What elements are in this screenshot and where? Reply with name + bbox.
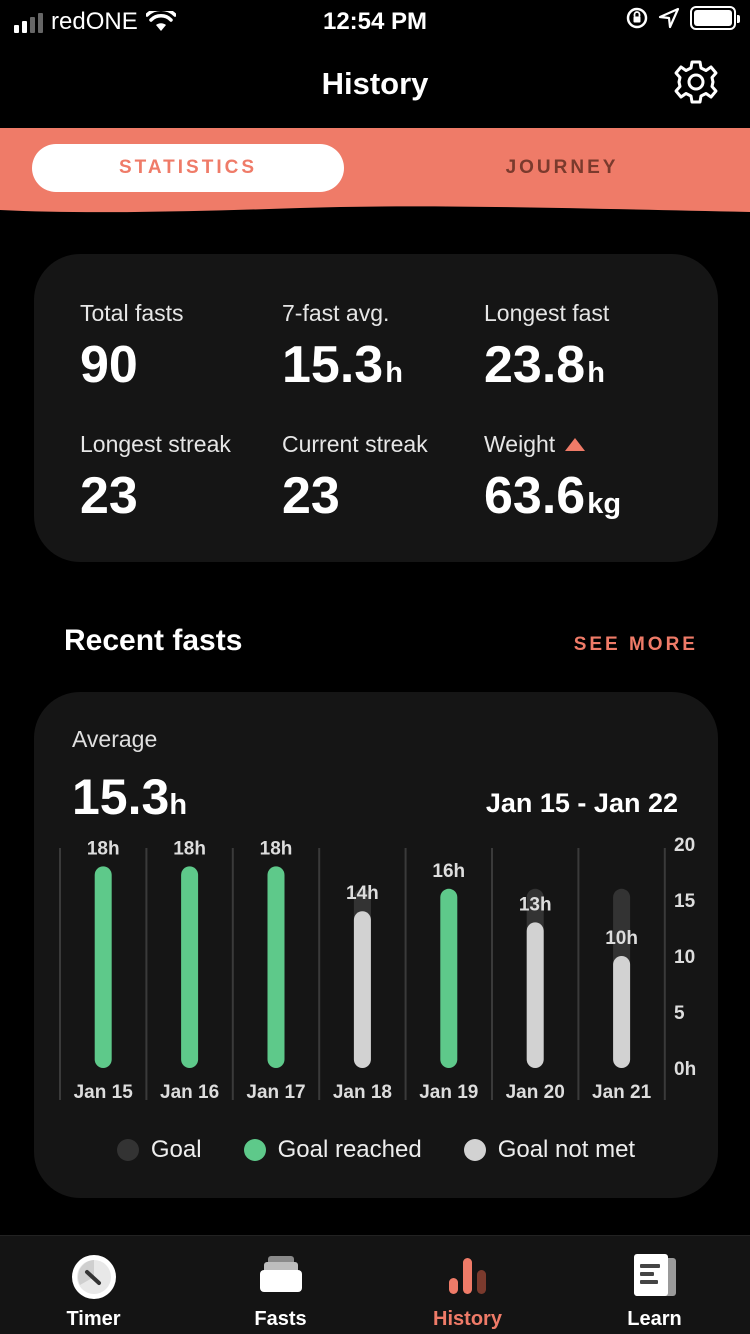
gear-icon[interactable] — [672, 58, 720, 106]
clock: 12:54 PM — [322, 8, 428, 35]
tab-label: Timer — [66, 1308, 121, 1330]
tab-label: Fasts — [254, 1308, 307, 1330]
legend-item-goal: Goal — [116, 1136, 202, 1164]
tab-label: History — [433, 1308, 502, 1330]
bar — [353, 911, 371, 1068]
y-tick-label: 10 — [674, 947, 695, 968]
stat-value: 63.6 — [484, 467, 586, 525]
stat-value: 23.8 — [484, 336, 586, 394]
stat-label: 7-fast avg. — [282, 300, 390, 326]
stat-unit: h — [385, 357, 403, 389]
rotation-lock-icon — [626, 7, 648, 29]
stat-value: 23 — [282, 467, 340, 525]
stat-unit: kg — [587, 488, 622, 520]
bar — [526, 922, 544, 1068]
stat-label: Longest streak — [80, 431, 231, 457]
stat-total-fasts: Total fasts 90 — [80, 300, 184, 395]
tab-fasts[interactable]: Fasts — [187, 1236, 374, 1334]
average-label: Average — [72, 726, 158, 752]
bar — [181, 866, 199, 1068]
legend-label: Goal not met — [497, 1136, 636, 1163]
stat-unit: h — [587, 357, 605, 389]
legend-swatch — [116, 1139, 139, 1161]
average-value: 15.3 — [72, 769, 170, 825]
stat-seven-fast-avg: 7-fast avg. 15.3h — [282, 300, 403, 395]
stat-label: Longest fast — [484, 300, 610, 326]
bar-data-label: 18h — [87, 838, 120, 859]
tab-statistics[interactable]: STATISTICS — [32, 144, 344, 192]
stat-value: 23 — [80, 467, 138, 525]
tab-history[interactable]: History — [374, 1236, 561, 1334]
x-tick-label: Jan 21 — [592, 1082, 652, 1103]
legend-label: Goal — [150, 1136, 202, 1163]
bar-data-label: 18h — [260, 838, 293, 859]
stack-icon — [259, 1256, 302, 1292]
recent-fasts-card: Average 15.3h Jan 15 - Jan 22 18h Jan 15 1… — [34, 692, 718, 1198]
document-icon — [633, 1254, 676, 1296]
bar-data-label: 14h — [346, 883, 379, 904]
nav-header: History — [0, 42, 750, 128]
status-bar: redONE 12:54 PM — [0, 0, 750, 42]
stat-current-streak: Current streak 23 — [282, 431, 428, 526]
stat-label: Total fasts — [80, 300, 184, 326]
stat-weight[interactable]: Weight 63.6kg — [484, 431, 621, 526]
x-tick-label: Jan 20 — [506, 1082, 565, 1103]
tab-timer[interactable]: Timer — [0, 1236, 187, 1334]
bar — [613, 956, 631, 1068]
y-tick-label: 0h — [674, 1059, 696, 1080]
tab-label: Learn — [627, 1308, 682, 1330]
legend-item-goal-not-met: Goal not met — [463, 1136, 636, 1164]
legend-item-goal-reached: Goal reached — [243, 1136, 422, 1164]
location-arrow-icon — [658, 7, 680, 29]
stat-label: Weight — [484, 431, 556, 457]
segmented-tabs: STATISTICS JOURNEY — [0, 128, 750, 214]
timer-icon — [71, 1255, 116, 1299]
y-tick-label: 20 — [674, 835, 695, 856]
average-unit: h — [169, 789, 188, 821]
trend-up-icon — [565, 438, 586, 451]
stats-card: Total fasts 90 7-fast avg. 15.3h Longest… — [34, 254, 718, 562]
stat-longest-fast: Longest fast 23.8h — [484, 300, 609, 395]
see-more-link[interactable]: SEE MORE — [573, 634, 698, 655]
stat-label: Current streak — [282, 431, 428, 457]
x-tick-label: Jan 15 — [74, 1082, 134, 1103]
carrier-name: redONE — [51, 8, 138, 35]
section-title: Recent fasts — [64, 624, 243, 657]
y-tick-label: 15 — [674, 891, 696, 912]
battery-icon — [690, 6, 740, 30]
tab-journey[interactable]: JOURNEY — [505, 157, 619, 178]
y-tick-label: 5 — [674, 1003, 685, 1024]
legend-swatch — [243, 1139, 266, 1161]
x-tick-label: Jan 18 — [333, 1082, 392, 1103]
bar-data-label: 16h — [432, 861, 465, 882]
x-tick-label: Jan 16 — [160, 1082, 219, 1103]
legend-label: Goal reached — [277, 1136, 422, 1163]
chart-legend: Goal Goal reached Goal not met — [34, 1136, 718, 1164]
bar — [440, 888, 458, 1068]
legend-swatch — [463, 1139, 486, 1161]
x-tick-label: Jan 19 — [419, 1082, 478, 1103]
bar — [267, 866, 285, 1068]
tab-learn[interactable]: Learn — [561, 1236, 748, 1334]
stat-longest-streak: Longest streak 23 — [80, 431, 231, 526]
bar — [94, 866, 112, 1068]
bar-data-label: 13h — [519, 894, 552, 915]
cellular-signal-icon — [14, 11, 43, 33]
bar-data-label: 10h — [605, 928, 638, 949]
bar-data-label: 18h — [173, 838, 206, 859]
stat-value: 15.3 — [282, 336, 384, 394]
bar-chart-icon — [448, 1258, 486, 1294]
wifi-icon — [145, 11, 176, 31]
page-title: History — [321, 66, 429, 101]
stat-value: 90 — [80, 336, 138, 394]
bottom-tab-bar: Timer Fasts History Learn — [0, 1235, 750, 1334]
x-tick-label: Jan 17 — [246, 1082, 305, 1103]
date-range: Jan 15 - Jan 22 — [485, 788, 678, 818]
fasts-bar-chart: 18h Jan 15 18h Jan 16 18h Jan 17 14h Jan 18 16h J… — [59, 835, 696, 1103]
